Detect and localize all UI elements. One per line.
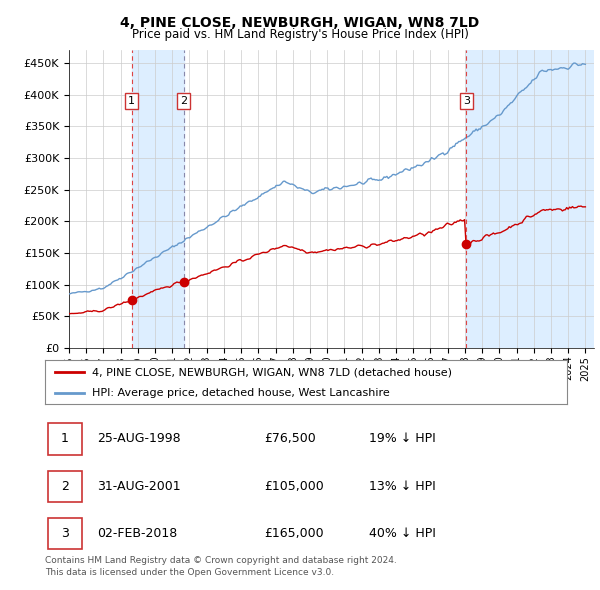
- Text: 13% ↓ HPI: 13% ↓ HPI: [368, 480, 436, 493]
- FancyBboxPatch shape: [47, 518, 82, 549]
- Text: 2: 2: [180, 96, 187, 106]
- Text: £105,000: £105,000: [264, 480, 324, 493]
- Text: 31-AUG-2001: 31-AUG-2001: [97, 480, 181, 493]
- Text: HPI: Average price, detached house, West Lancashire: HPI: Average price, detached house, West…: [92, 388, 390, 398]
- FancyBboxPatch shape: [47, 424, 82, 454]
- Text: £165,000: £165,000: [264, 527, 324, 540]
- Bar: [132, 50, 184, 348]
- Text: 1: 1: [61, 432, 68, 445]
- Text: 4, PINE CLOSE, NEWBURGH, WIGAN, WN8 7LD (detached house): 4, PINE CLOSE, NEWBURGH, WIGAN, WN8 7LD …: [92, 368, 452, 377]
- Text: 4, PINE CLOSE, NEWBURGH, WIGAN, WN8 7LD: 4, PINE CLOSE, NEWBURGH, WIGAN, WN8 7LD: [121, 16, 479, 30]
- Text: Price paid vs. HM Land Registry's House Price Index (HPI): Price paid vs. HM Land Registry's House …: [131, 28, 469, 41]
- Text: 2: 2: [61, 480, 68, 493]
- Text: 3: 3: [61, 527, 68, 540]
- Text: 02-FEB-2018: 02-FEB-2018: [97, 527, 178, 540]
- Text: 40% ↓ HPI: 40% ↓ HPI: [368, 527, 436, 540]
- FancyBboxPatch shape: [47, 471, 82, 502]
- Text: 19% ↓ HPI: 19% ↓ HPI: [368, 432, 436, 445]
- Text: 25-AUG-1998: 25-AUG-1998: [97, 432, 181, 445]
- Text: 1: 1: [128, 96, 135, 106]
- Text: £76,500: £76,500: [264, 432, 316, 445]
- Bar: [466, 50, 594, 348]
- Text: Contains HM Land Registry data © Crown copyright and database right 2024.
This d: Contains HM Land Registry data © Crown c…: [45, 556, 397, 576]
- Text: 3: 3: [463, 96, 470, 106]
